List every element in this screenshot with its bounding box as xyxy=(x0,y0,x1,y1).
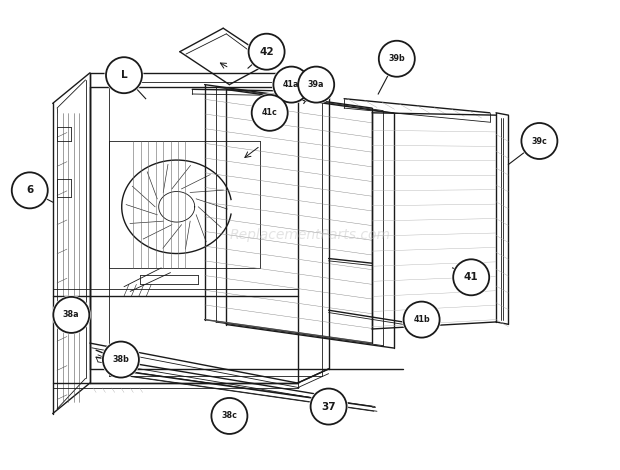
Text: 38a: 38a xyxy=(63,310,79,320)
Circle shape xyxy=(210,397,249,435)
Text: 38b: 38b xyxy=(112,355,130,364)
Text: 37: 37 xyxy=(321,401,336,412)
Circle shape xyxy=(272,65,311,104)
Circle shape xyxy=(52,296,91,334)
Circle shape xyxy=(53,297,89,333)
Text: ReplacementParts.com: ReplacementParts.com xyxy=(229,228,391,242)
Circle shape xyxy=(311,389,347,424)
Text: 41: 41 xyxy=(464,272,479,282)
Circle shape xyxy=(102,340,140,379)
Text: L: L xyxy=(121,70,127,80)
Text: 41b: 41b xyxy=(413,315,430,324)
Circle shape xyxy=(250,94,289,132)
Text: 42: 42 xyxy=(259,47,274,57)
Circle shape xyxy=(379,41,415,77)
Circle shape xyxy=(106,57,142,93)
Circle shape xyxy=(103,342,139,377)
Circle shape xyxy=(252,95,288,131)
Circle shape xyxy=(12,172,48,208)
Circle shape xyxy=(11,171,49,210)
Circle shape xyxy=(521,123,557,159)
Circle shape xyxy=(247,32,286,71)
Circle shape xyxy=(249,34,285,70)
Circle shape xyxy=(273,67,309,102)
Text: 41a: 41a xyxy=(283,80,299,89)
Text: 39c: 39c xyxy=(531,136,547,146)
Circle shape xyxy=(404,302,440,337)
Circle shape xyxy=(297,65,335,104)
Text: 41c: 41c xyxy=(262,108,278,118)
Circle shape xyxy=(105,56,143,94)
Text: 6: 6 xyxy=(26,185,33,196)
Circle shape xyxy=(211,398,247,434)
Circle shape xyxy=(378,39,416,78)
Circle shape xyxy=(520,122,559,160)
Text: 39a: 39a xyxy=(308,80,324,89)
Circle shape xyxy=(402,300,441,339)
Circle shape xyxy=(452,258,490,297)
Text: 39b: 39b xyxy=(388,54,405,63)
Text: 38c: 38c xyxy=(221,411,237,421)
Circle shape xyxy=(453,259,489,295)
Circle shape xyxy=(309,387,348,426)
Circle shape xyxy=(298,67,334,102)
